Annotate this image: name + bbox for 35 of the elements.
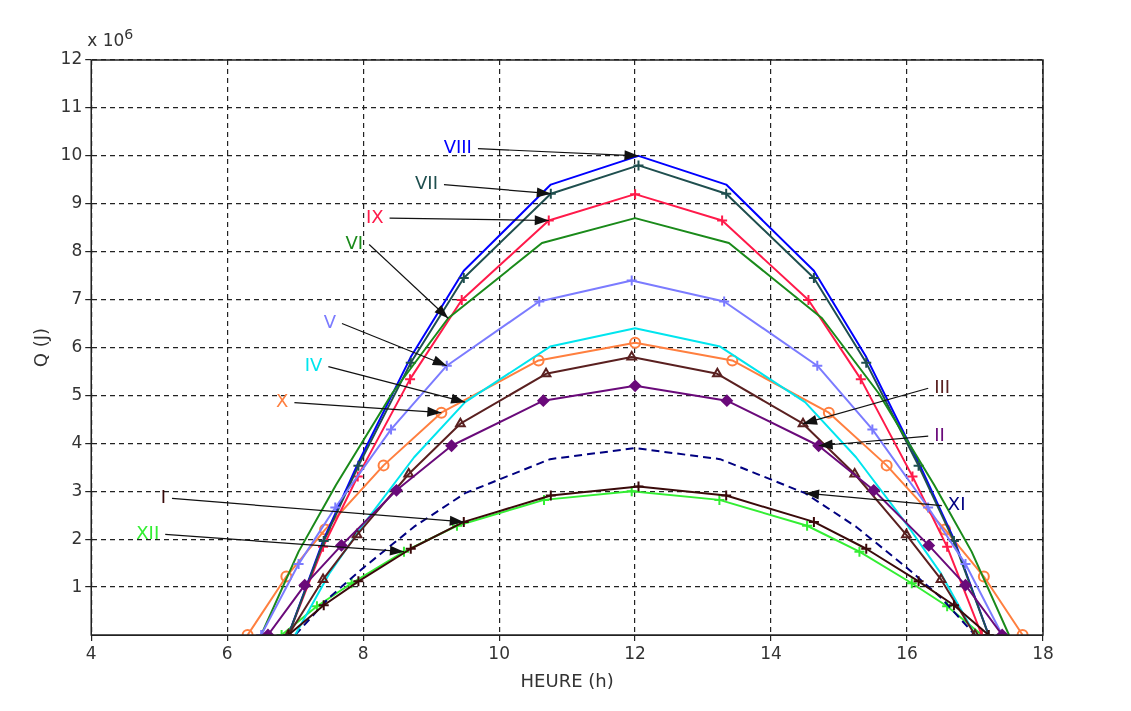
y-tick-label: 6 bbox=[71, 335, 83, 356]
x-axis-title: HEURE (h) bbox=[520, 669, 614, 691]
y-tick-label: 7 bbox=[71, 288, 83, 309]
y-axis-title: Q (J) bbox=[30, 327, 52, 368]
x-tick-label: 18 bbox=[1032, 642, 1054, 663]
y-tick-label: 11 bbox=[60, 96, 83, 117]
y-tick-label: 12 bbox=[60, 48, 83, 69]
text: V bbox=[323, 311, 337, 333]
text: IV bbox=[304, 354, 324, 376]
y-tick-label: 3 bbox=[71, 479, 83, 500]
x-tick-label: 12 bbox=[624, 642, 646, 663]
text: VIII bbox=[443, 136, 472, 158]
y-tick-label: 9 bbox=[71, 192, 83, 213]
text: VII bbox=[415, 172, 438, 194]
y-tick-label: 10 bbox=[60, 144, 83, 165]
x-tick-label: 4 bbox=[85, 642, 97, 663]
text: XI bbox=[947, 493, 966, 515]
text: III bbox=[934, 375, 951, 397]
text: XII bbox=[136, 522, 160, 544]
x-tick-label: 16 bbox=[896, 642, 918, 663]
text: x 10$^{6}$ bbox=[87, 26, 134, 50]
y-tick-label: 8 bbox=[71, 240, 83, 261]
y-tick-label: 4 bbox=[71, 431, 83, 452]
x-tick-label: 10 bbox=[488, 642, 510, 663]
text: II bbox=[934, 423, 945, 445]
x-tick-label: 14 bbox=[760, 642, 782, 663]
x-tick-label: 8 bbox=[357, 642, 369, 663]
text: X bbox=[276, 390, 289, 412]
y-tick-label: 2 bbox=[71, 527, 83, 548]
text: I bbox=[160, 486, 167, 508]
text: VI bbox=[345, 232, 364, 254]
text: IX bbox=[365, 205, 384, 227]
y-tick-label: 1 bbox=[71, 575, 83, 596]
y-tick-label: 5 bbox=[71, 383, 83, 404]
x-tick-label: 6 bbox=[221, 642, 233, 663]
